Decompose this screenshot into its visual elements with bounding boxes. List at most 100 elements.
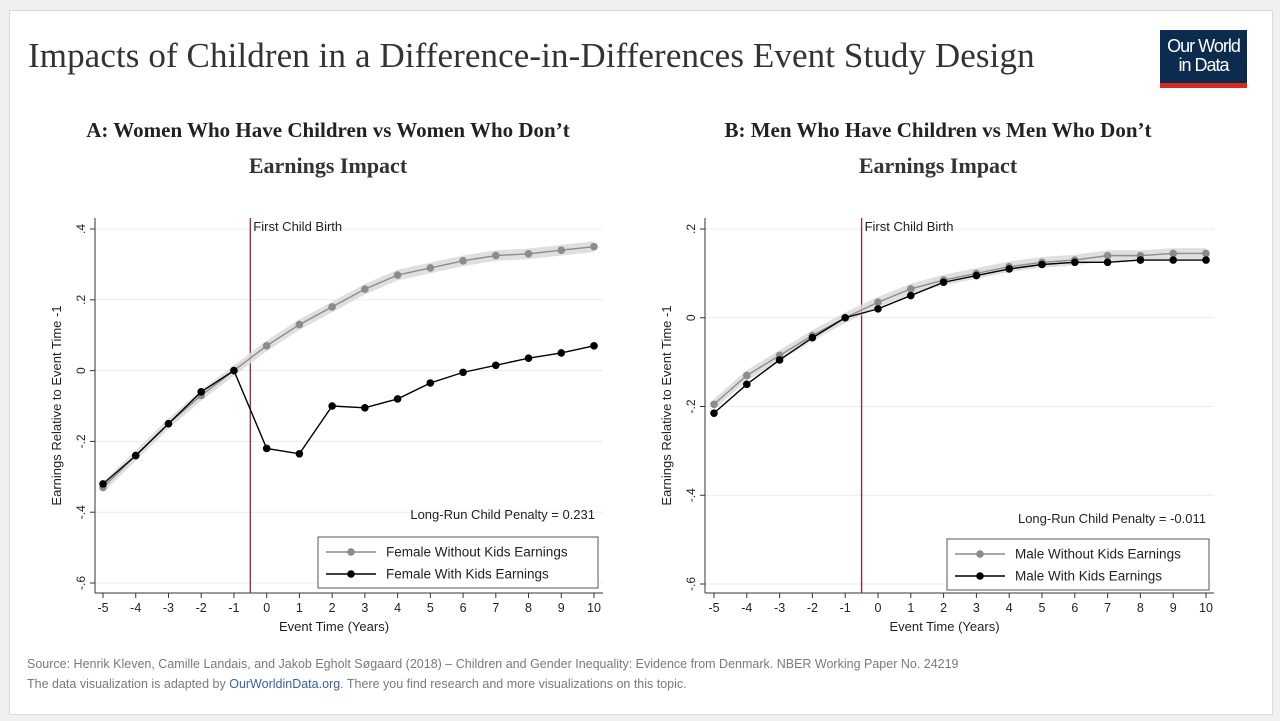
x-tick-label: 4 [1006, 601, 1013, 615]
data-point [1005, 265, 1013, 273]
x-tick-label: 8 [1137, 601, 1144, 615]
x-tick-label: 1 [907, 601, 914, 615]
data-point [361, 285, 369, 293]
data-point [710, 400, 718, 409]
x-tick-label: 9 [558, 601, 565, 615]
legend-marker [976, 550, 984, 558]
x-tick-label: -5 [97, 601, 108, 615]
series-line [713, 259, 1206, 414]
y-tick-label: -.2 [74, 434, 88, 448]
x-axis-title: Event Time (Years) [279, 619, 389, 634]
legend-box [317, 536, 599, 589]
note-prefix: The data visualization is adapted by [27, 677, 230, 691]
x-tick-label: 6 [460, 601, 467, 615]
x-tick-label: -3 [163, 601, 174, 615]
data-point [1202, 256, 1210, 264]
x-tick-label: 0 [263, 601, 270, 615]
data-point [1071, 258, 1079, 267]
x-tick-label: 2 [329, 601, 336, 615]
panel-b-subtitle: Earnings Impact [858, 153, 1018, 178]
x-tick-label: 7 [1104, 601, 1111, 615]
data-point [393, 395, 402, 403]
data-point [1169, 256, 1177, 264]
x-tick-label: 9 [1170, 601, 1177, 615]
y-tick-label: 0 [684, 314, 698, 321]
logo-line-2: in Data [1178, 55, 1229, 75]
owid-link[interactable]: OurWorldinData.org [229, 677, 341, 691]
y-axis-title: Earnings Relative to Event Time -1 [49, 305, 64, 505]
x-tick-label: -1 [840, 601, 851, 615]
x-tick-label: 4 [394, 601, 401, 615]
panel-b-title: B: Men Who Have Children vs Men Who Don’… [724, 118, 1152, 142]
x-tick-label: -2 [807, 601, 818, 615]
logo-line-1: Our World [1167, 36, 1241, 56]
x-tick-label: 6 [1071, 601, 1078, 615]
x-tick-label: 10 [587, 601, 601, 615]
owid-logo[interactable]: Our World in Data [1160, 30, 1247, 88]
data-point [1038, 260, 1046, 269]
data-point [1103, 258, 1112, 267]
x-tick-label: 2 [940, 601, 947, 615]
data-point [459, 368, 467, 377]
panel-a-subtitle: Earnings Impact [248, 153, 408, 178]
data-point [590, 242, 598, 251]
y-tick-label: -.6 [74, 576, 88, 590]
data-point [426, 379, 435, 387]
legend-box [946, 538, 1210, 591]
data-point [1136, 256, 1145, 264]
data-point [295, 449, 304, 458]
confidence-band [714, 248, 1206, 410]
data-point [557, 349, 566, 357]
penalty-annotation: Long-Run Child Penalty = -0.011 [1018, 511, 1206, 526]
x-tick-label: -3 [774, 601, 785, 615]
y-tick-label: -.4 [684, 488, 698, 502]
data-point [907, 291, 915, 300]
data-point [841, 313, 849, 322]
y-tick-label: .4 [74, 224, 88, 234]
data-point [743, 380, 751, 389]
legend-marker [347, 548, 355, 556]
data-point [262, 342, 271, 350]
y-tick-label: -.4 [74, 505, 88, 519]
data-point [710, 409, 718, 417]
x-axis-title: Event Time (Years) [889, 619, 999, 634]
data-point [328, 303, 336, 311]
data-point [972, 271, 981, 280]
data-point [939, 278, 948, 287]
x-tick-label: 3 [973, 601, 980, 615]
y-axis-title: Earnings Relative to Event Time -1 [659, 305, 674, 505]
data-point [492, 361, 500, 370]
adaptation-note: The data visualization is adapted by Our… [27, 677, 687, 691]
data-point [907, 285, 915, 293]
x-tick-label: -4 [741, 601, 752, 615]
legend-label: Female With Kids Earnings [386, 567, 549, 582]
data-point [230, 366, 238, 375]
data-point [99, 480, 107, 488]
x-tick-label: -4 [130, 601, 141, 615]
data-point [459, 257, 467, 265]
data-point [164, 419, 173, 428]
page-title: Impacts of Children in a Difference-in-D… [28, 36, 1035, 75]
panel-a-title: A: Women Who Have Children vs Women Who … [86, 118, 570, 142]
plot-area [95, 218, 603, 593]
legend-label: Female Without Kids Earnings [386, 545, 568, 560]
penalty-annotation: Long-Run Child Penalty = 0.231 [410, 507, 595, 522]
x-tick-label: 10 [1199, 601, 1213, 615]
data-point [361, 403, 369, 412]
y-tick-label: .2 [684, 224, 698, 234]
y-tick-label: .2 [74, 294, 88, 304]
event-label: First Child Birth [865, 219, 954, 234]
data-point [524, 249, 533, 258]
data-point [874, 305, 882, 313]
x-tick-label: 1 [296, 601, 303, 615]
data-point [426, 264, 435, 272]
data-point [808, 333, 817, 342]
data-point [131, 451, 140, 460]
x-tick-label: -2 [196, 601, 207, 615]
data-point [197, 388, 205, 396]
data-point [1103, 251, 1112, 260]
x-tick-label: 0 [875, 601, 882, 615]
x-tick-label: -5 [708, 601, 719, 615]
y-tick-label: -.2 [684, 399, 698, 413]
data-point [775, 356, 784, 364]
